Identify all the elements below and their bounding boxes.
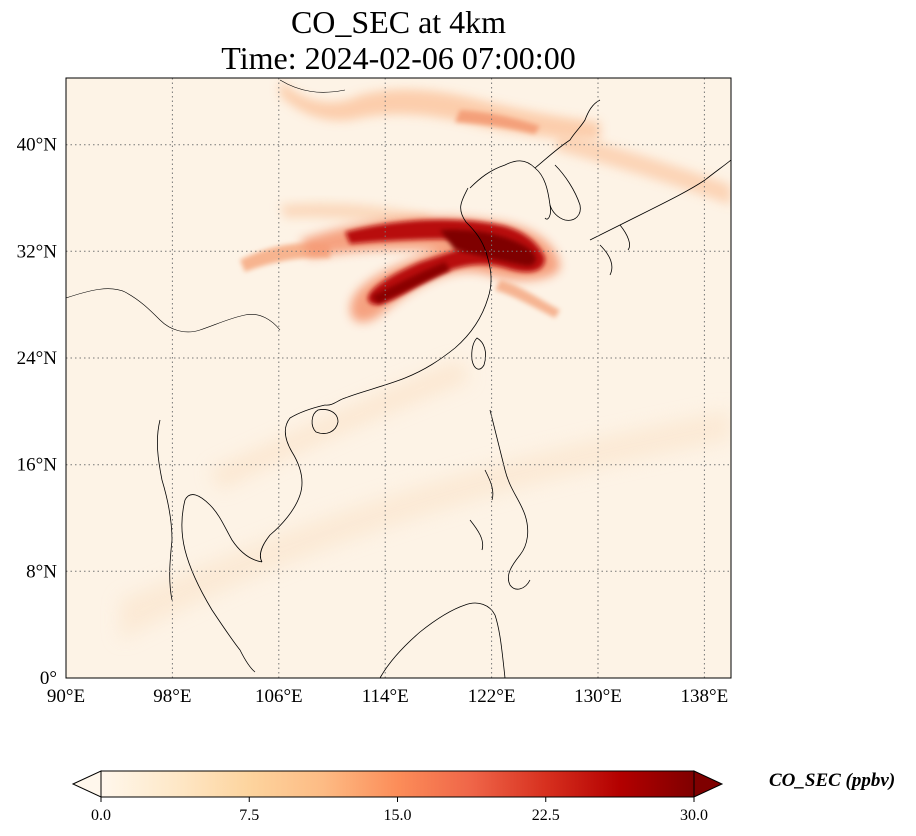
co-concentration-plumes [120,80,731,640]
lat-tick-label: 8°N [26,561,57,582]
lon-tick-label: 138°E [681,686,729,707]
coastlines-and-borders [66,79,731,678]
colorbar-tick-label: 15.0 [384,807,412,824]
map-frame [65,77,732,679]
colorbar-tick-label: 22.5 [532,807,560,824]
map-subtitle-time: Time: 2024-02-06 07:00:00 [221,40,576,76]
map-title: CO_SEC at 4km [290,4,507,40]
colorbar-extend-max [693,770,724,798]
gridlines [66,78,731,678]
lon-tick-label: 130°E [574,686,622,707]
lon-tick-label: 98°E [153,686,191,707]
colorbar-extend-min [71,770,102,798]
longitude-tick-labels: 90°E 98°E 106°E 114°E 122°E 130°E 138°E [47,686,728,707]
latitude-tick-labels: 0° 8°N 16°N 24°N 32°N 40°N [17,135,58,689]
colorbar-tick-label: 0.0 [91,807,111,824]
lat-tick-label: 32°N [17,241,58,262]
lat-tick-label: 40°N [17,135,58,156]
lat-tick-label: 16°N [17,455,58,476]
lon-tick-label: 106°E [255,686,303,707]
lon-tick-label: 114°E [362,686,409,707]
colorbar-title: CO_SEC (ppbv) [769,770,896,791]
colorbar-tick-label: 30.0 [680,807,708,824]
lon-tick-label: 90°E [47,686,85,707]
lon-tick-label: 122°E [468,686,516,707]
lat-tick-label: 24°N [17,348,58,369]
lat-tick-label: 0° [40,668,57,689]
colorbar-tick-label: 7.5 [239,807,259,824]
colorbar-gradient [101,771,694,797]
colorbar-ticks: 0.0 7.5 15.0 22.5 30.0 [91,797,708,824]
colorbar: 0.0 7.5 15.0 22.5 30.0 [71,770,724,824]
